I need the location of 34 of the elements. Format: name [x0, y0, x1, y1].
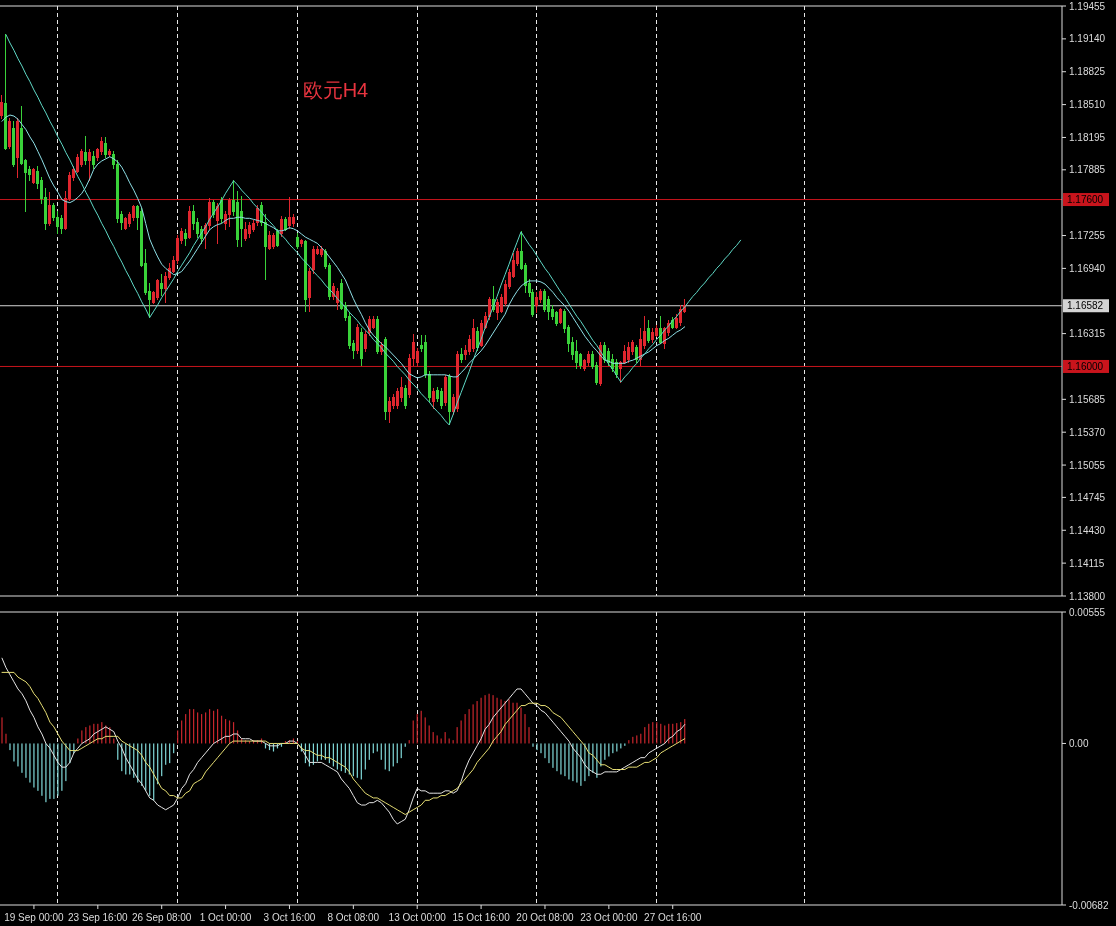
ref-line-label: 1.16000	[1067, 360, 1104, 372]
y-tick-label: 0.00	[1069, 737, 1089, 749]
y-tick-label: 1.14115	[1069, 557, 1105, 569]
x-tick-label: 20 Oct 08:00	[516, 911, 575, 923]
y-tick-label: 1.16940	[1069, 262, 1106, 274]
y-tick-label: 1.19140	[1069, 33, 1106, 45]
x-tick-label: 19 Sep 00:00	[4, 911, 65, 923]
x-tick-label: 3 Oct 16:00	[263, 911, 316, 923]
x-tick-label: 27 Oct 16:00	[644, 911, 702, 923]
x-tick-label: 15 Oct 16:00	[452, 911, 511, 923]
y-tick-label: 1.17885	[1069, 164, 1106, 176]
x-tick-label: 1 Oct 00:00	[199, 911, 252, 923]
y-tick-label: 1.19455	[1069, 0, 1106, 12]
x-tick-label: 8 Oct 08:00	[327, 911, 380, 923]
y-tick-label: 1.16315	[1069, 328, 1106, 340]
y-tick-label: 1.15370	[1069, 426, 1106, 438]
x-tick-label: 23 Sep 16:00	[68, 911, 128, 923]
y-tick-label: -0.00682	[1069, 899, 1109, 911]
ref-line-label: 1.16582	[1067, 300, 1104, 312]
y-tick-label: 1.18510	[1069, 99, 1106, 111]
x-tick-label: 26 Sep 08:00	[131, 911, 192, 923]
ref-line-label: 1.17600	[1067, 194, 1104, 206]
x-tick-label: 13 Oct 00:00	[388, 911, 447, 923]
y-tick-label: 0.00555	[1069, 606, 1106, 618]
annotation: 欧元H4	[302, 79, 369, 102]
y-tick-label: 1.18195	[1069, 131, 1106, 143]
y-tick-label: 1.18825	[1069, 66, 1106, 78]
y-tick-label: 1.14745	[1069, 491, 1106, 503]
y-tick-label: 1.15055	[1069, 459, 1106, 471]
x-tick-label: 23 Oct 00:00	[580, 911, 638, 923]
y-tick-label: 1.15685	[1069, 393, 1106, 405]
y-tick-label: 1.13800	[1069, 590, 1106, 602]
y-tick-label: 1.17255	[1069, 230, 1106, 242]
y-tick-label: 1.14430	[1069, 524, 1106, 536]
